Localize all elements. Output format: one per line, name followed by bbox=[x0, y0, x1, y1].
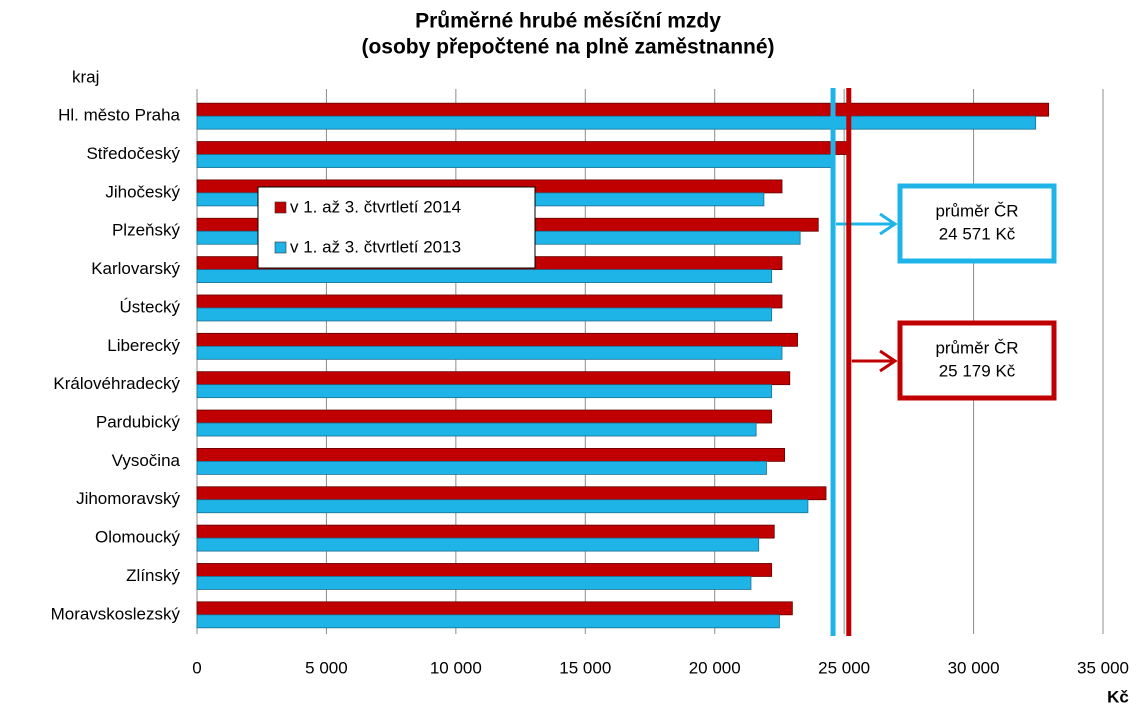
bar bbox=[196, 269, 773, 284]
arrow-head bbox=[879, 349, 898, 373]
bar bbox=[196, 537, 760, 552]
y-tick-label: Olomoucký bbox=[95, 528, 181, 547]
bar bbox=[196, 486, 827, 501]
callout-label: průměr ČR bbox=[935, 338, 1018, 357]
x-tick-label: 15 000 bbox=[559, 658, 611, 677]
bar bbox=[196, 102, 1050, 117]
x-tick-label: 5 000 bbox=[305, 658, 348, 677]
y-tick-label: Zlínský bbox=[126, 566, 180, 585]
bar bbox=[196, 154, 832, 168]
bar bbox=[196, 345, 783, 360]
bar bbox=[196, 447, 786, 462]
bar bbox=[196, 601, 793, 616]
x-tick-label: 25 000 bbox=[818, 658, 870, 677]
bar bbox=[196, 614, 780, 629]
chart-subtitle: (osoby přepočtené na plně zaměstnanné) bbox=[361, 36, 774, 59]
legend-swatch bbox=[274, 241, 287, 254]
callout-box bbox=[897, 183, 1057, 264]
bar bbox=[196, 371, 791, 386]
legend-label: v 1. až 3. čtvrtletí 2013 bbox=[290, 237, 461, 256]
bar bbox=[196, 499, 809, 514]
bar bbox=[196, 294, 783, 309]
y-tick-label: Liberecký bbox=[107, 336, 180, 355]
bar bbox=[196, 141, 850, 155]
x-tick-label: 35 000 bbox=[1077, 658, 1129, 677]
y-tick-label: Hl. město Praha bbox=[58, 106, 180, 125]
arrow-head bbox=[879, 212, 898, 236]
callout-box bbox=[897, 320, 1057, 401]
callout-value: 24 571 Kč bbox=[939, 224, 1016, 243]
bar bbox=[196, 422, 757, 437]
y-tick-label: Středočeský bbox=[86, 144, 180, 163]
y-tick-label: Jihomoravský bbox=[76, 489, 180, 508]
x-tick-label: 10 000 bbox=[430, 658, 482, 677]
x-tick-label: 30 000 bbox=[948, 658, 1000, 677]
y-tick-label: Plzeňský bbox=[112, 221, 181, 240]
y-tick-label: Jihočeský bbox=[105, 182, 180, 201]
chart-title: Průměrné hrubé měsíční mzdy bbox=[415, 10, 721, 33]
y-tick-label: Karlovarský bbox=[91, 259, 180, 278]
bar bbox=[196, 409, 773, 424]
bar bbox=[196, 563, 773, 577]
y-tick-label: Ústecký bbox=[120, 297, 181, 316]
y-axis-label: kraj bbox=[72, 67, 99, 86]
bar bbox=[196, 384, 773, 399]
bar bbox=[196, 460, 767, 475]
bar bbox=[196, 524, 775, 539]
x-tick-label: 20 000 bbox=[689, 658, 741, 677]
y-tick-label: Královéhradecký bbox=[53, 374, 180, 393]
legend-label: v 1. až 3. čtvrtletí 2014 bbox=[290, 197, 461, 216]
x-tick-label: 0 bbox=[192, 658, 201, 677]
y-tick-label: Pardubický bbox=[96, 413, 181, 432]
bar bbox=[196, 307, 773, 322]
y-tick-label: Vysočina bbox=[112, 451, 181, 470]
callout-label: průměr ČR bbox=[935, 201, 1018, 220]
legend-swatch bbox=[274, 201, 287, 214]
y-tick-label: Moravskoslezský bbox=[51, 604, 181, 623]
bar bbox=[196, 115, 1037, 130]
legend-box bbox=[257, 186, 536, 269]
bar bbox=[196, 332, 798, 347]
callout-value: 25 179 Kč bbox=[939, 361, 1016, 380]
x-axis-label: Kč bbox=[1107, 687, 1129, 706]
bar bbox=[196, 576, 752, 590]
